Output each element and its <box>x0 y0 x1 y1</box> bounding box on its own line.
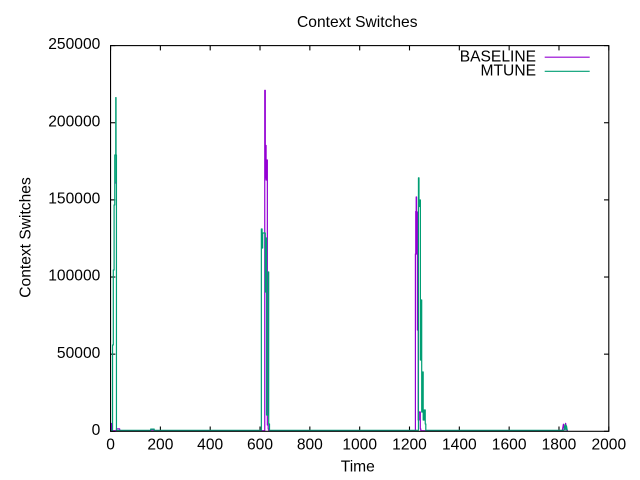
svg-text:BASELINE: BASELINE <box>460 48 536 65</box>
svg-text:1400: 1400 <box>442 436 477 453</box>
svg-text:0: 0 <box>106 436 115 453</box>
svg-text:150000: 150000 <box>48 190 100 207</box>
svg-text:400: 400 <box>197 436 223 453</box>
svg-text:Context Switches: Context Switches <box>18 177 35 298</box>
svg-text:1800: 1800 <box>542 436 577 453</box>
svg-text:250000: 250000 <box>48 36 100 53</box>
svg-text:MTUNE: MTUNE <box>481 62 536 79</box>
svg-text:600: 600 <box>247 436 273 453</box>
svg-text:2000: 2000 <box>591 436 626 453</box>
svg-text:50000: 50000 <box>57 345 101 362</box>
svg-text:200: 200 <box>147 436 173 453</box>
svg-text:1000: 1000 <box>342 436 377 453</box>
svg-text:800: 800 <box>297 436 323 453</box>
svg-text:0: 0 <box>92 422 101 439</box>
svg-text:1200: 1200 <box>392 436 427 453</box>
svg-text:200000: 200000 <box>48 113 100 130</box>
svg-text:Context Switches: Context Switches <box>297 14 418 31</box>
svg-text:Time: Time <box>341 458 375 475</box>
svg-text:100000: 100000 <box>48 268 100 285</box>
svg-text:1600: 1600 <box>492 436 527 453</box>
